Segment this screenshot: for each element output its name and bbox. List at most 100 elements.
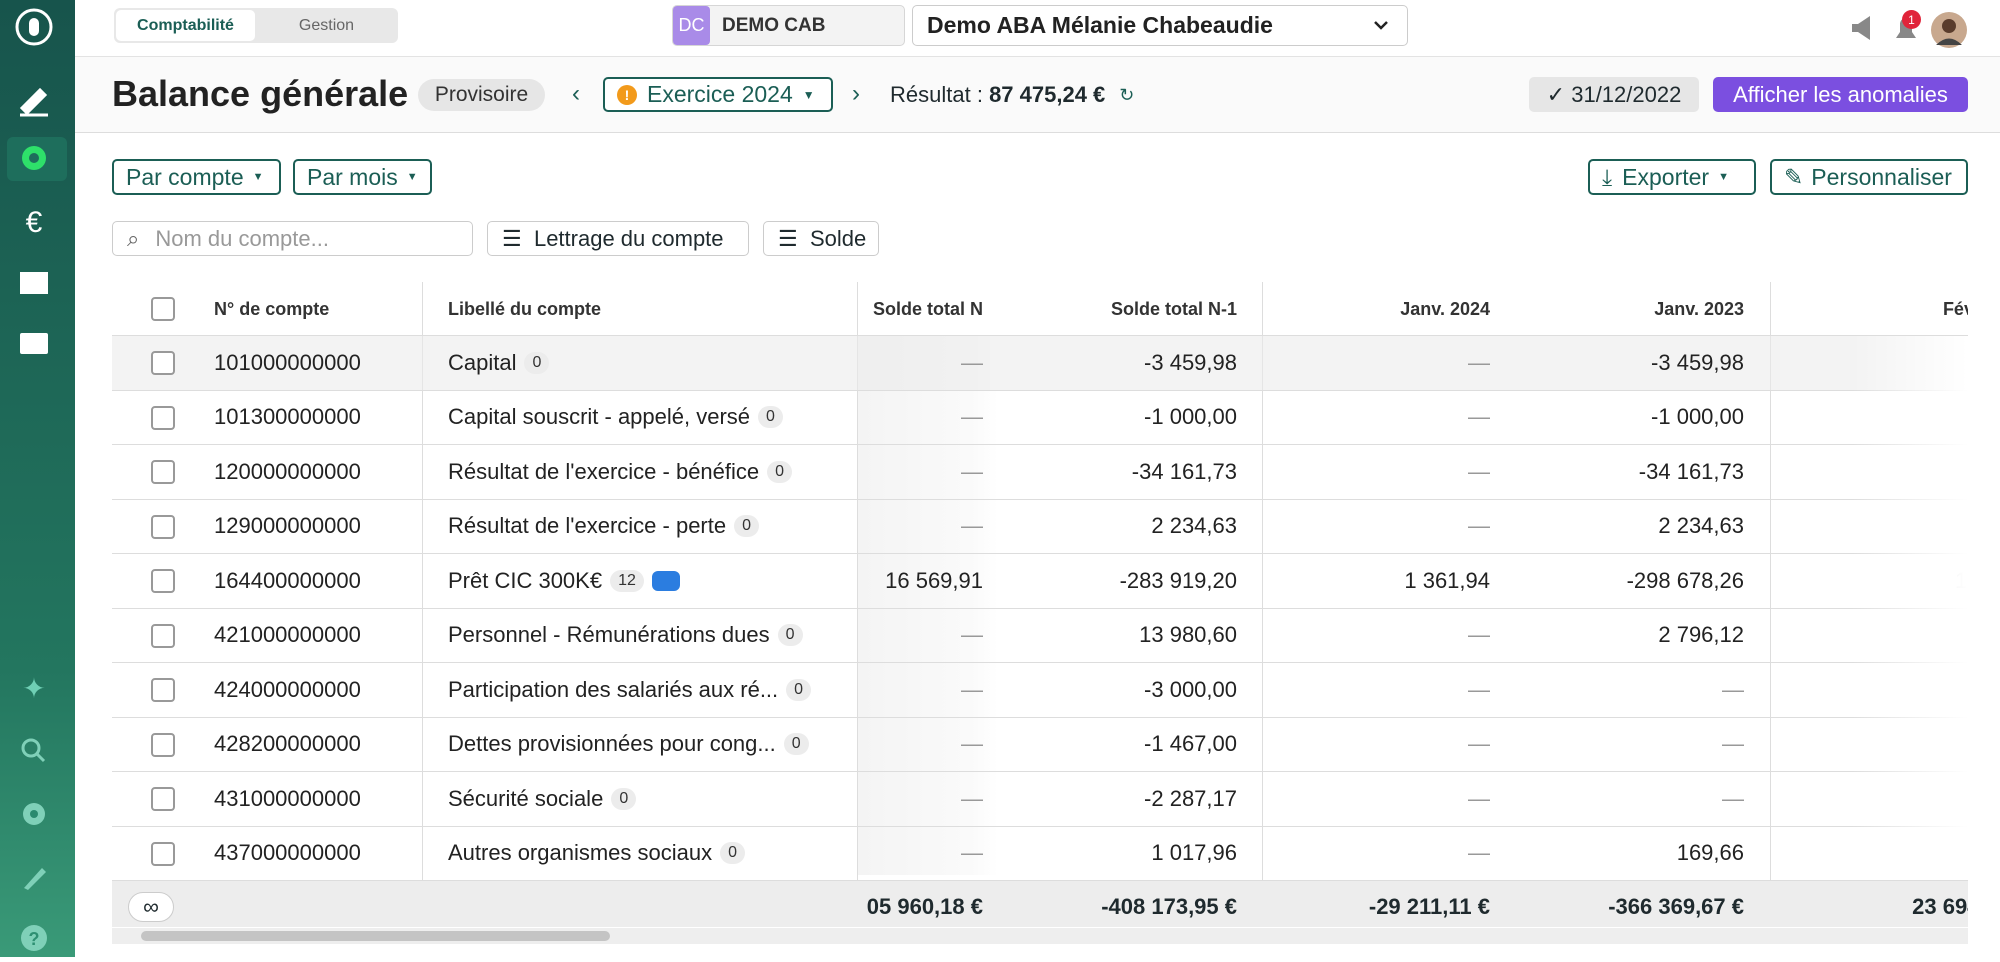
balance-value: -34 161,73 bbox=[1638, 458, 1744, 484]
checkbox[interactable] bbox=[151, 841, 175, 866]
balance-value: -1 000,00 bbox=[1651, 404, 1744, 430]
balance-value: — bbox=[1722, 785, 1744, 811]
customize-button[interactable]: ✎ Personnaliser bbox=[1770, 159, 1968, 195]
table-row: 101000000000 Capital 0 — -3 459,98 — -3 459,98 bbox=[112, 336, 1968, 391]
result-label: Résultat : bbox=[890, 82, 983, 107]
balance-value: — bbox=[961, 349, 983, 375]
checkbox[interactable] bbox=[151, 351, 175, 375]
link-icon[interactable] bbox=[651, 570, 680, 591]
checkbox[interactable] bbox=[151, 297, 175, 321]
balance-value: — bbox=[961, 458, 983, 484]
total-value: -366 369,67 € bbox=[1608, 894, 1744, 919]
footer-sticky bbox=[112, 881, 857, 927]
account-label: Résultat de l'exercice - bénéfice bbox=[448, 458, 760, 484]
next-arrow[interactable]: › bbox=[852, 80, 860, 107]
column-header: Libellé du compte bbox=[448, 298, 602, 319]
checkbox[interactable] bbox=[151, 732, 175, 757]
account-label-cell: Prêt CIC 300K€ 12 bbox=[448, 554, 680, 608]
exercise-select[interactable]: ! Exercice 2024 ▼ bbox=[603, 77, 833, 112]
balance-value: — bbox=[961, 840, 983, 866]
entry-count: 0 bbox=[720, 842, 746, 865]
fade-right bbox=[1852, 336, 1968, 875]
checkbox[interactable] bbox=[151, 405, 175, 430]
balance-value: — bbox=[1468, 731, 1490, 757]
account-label-cell: Capital 0 bbox=[448, 336, 550, 390]
anomalies-button[interactable]: Afficher les anomalies bbox=[1713, 77, 1968, 112]
checkbox[interactable] bbox=[151, 623, 175, 648]
balance-value: -283 919,20 bbox=[1119, 567, 1237, 593]
balance-value: 1 361,94 bbox=[1404, 567, 1490, 593]
balance-value: — bbox=[1722, 731, 1744, 757]
svg-text:?: ? bbox=[29, 929, 40, 949]
balance-value: — bbox=[1468, 458, 1490, 484]
balance-value: 169,66 bbox=[1676, 840, 1744, 866]
entry-count: 0 bbox=[758, 406, 783, 429]
svg-text:✦: ✦ bbox=[22, 673, 45, 704]
balance-value: -1 467,00 bbox=[1144, 731, 1237, 757]
account-label: Prêt CIC 300K€ bbox=[448, 567, 603, 593]
tab[interactable]: Gestion bbox=[298, 16, 355, 34]
checkbox[interactable] bbox=[151, 514, 175, 539]
tab-active[interactable]: Comptabilité bbox=[116, 10, 255, 41]
group-account[interactable]: Par compte ▼ bbox=[112, 159, 281, 195]
status-pill: Provisoire bbox=[418, 79, 545, 111]
sidebar: € ✦ ? bbox=[0, 0, 75, 957]
balance-value: -3 000,00 bbox=[1144, 676, 1237, 702]
column-header: Févr. 20 bbox=[1942, 298, 1968, 319]
account-label-cell: Dettes provisionnées pour cong... 0 bbox=[448, 718, 809, 772]
prev-arrow[interactable]: ‹ bbox=[572, 80, 580, 107]
column-header: N° de compte bbox=[214, 298, 330, 319]
column-divider bbox=[422, 282, 423, 927]
svg-text:€: € bbox=[26, 206, 43, 239]
column-divider bbox=[1770, 282, 1771, 927]
org-box[interactable] bbox=[672, 5, 905, 46]
account-label-cell: Résultat de l'exercice - perte 0 bbox=[448, 500, 760, 554]
balance-value: — bbox=[961, 404, 983, 430]
top-icons bbox=[1852, 12, 1967, 48]
balance-value: 13 980,60 bbox=[1139, 622, 1237, 648]
balance-value: — bbox=[1468, 622, 1490, 648]
balance-value: — bbox=[1468, 404, 1490, 430]
table-row: 129000000000 Résultat de l'exercice - per… bbox=[112, 500, 1968, 554]
search-placeholder: Nom du compte... bbox=[155, 225, 329, 251]
balance-value: -1 000,00 bbox=[1144, 404, 1237, 430]
balance-value: -34 161,73 bbox=[1131, 458, 1237, 484]
checkbox[interactable] bbox=[151, 569, 175, 593]
group-period[interactable]: Par mois ▼ bbox=[293, 159, 432, 195]
scrollbar-thumb[interactable] bbox=[141, 931, 610, 941]
customize-label: Personnaliser bbox=[1811, 163, 1952, 190]
result: Résultat : 87 475,24 € ↻ bbox=[890, 82, 1135, 107]
balance-value: — bbox=[961, 785, 983, 811]
date-chip[interactable]: ✓ 31/12/2022 bbox=[1529, 77, 1699, 112]
filter-balance[interactable]: ☰ Solde bbox=[763, 221, 879, 256]
column-header: Janv. 2024 bbox=[1400, 298, 1490, 319]
account-label: Résultat de l'exercice - perte bbox=[448, 513, 727, 539]
account-label-cell: Sécurité sociale 0 bbox=[448, 772, 637, 826]
checkbox[interactable] bbox=[151, 460, 175, 484]
sticky-shade bbox=[858, 336, 998, 875]
checkbox[interactable] bbox=[151, 787, 175, 811]
sidebar-icons: € ✦ ? bbox=[7, 8, 67, 951]
checkbox[interactable] bbox=[151, 678, 175, 702]
account-number: 120000000000 bbox=[214, 458, 361, 484]
filter-lettering[interactable]: ☰ Lettrage du compte bbox=[487, 221, 749, 256]
date: 31/12/2022 bbox=[1571, 81, 1682, 107]
export-label: Exporter bbox=[1622, 163, 1710, 190]
account-number: 164400000000 bbox=[214, 567, 361, 593]
table-row: 101300000000 Capital souscrit - appelé, v… bbox=[112, 391, 1968, 445]
entry-count: 0 bbox=[777, 624, 803, 647]
export-button[interactable]: ⤓ Exporter ▼ bbox=[1588, 159, 1756, 195]
total-value: 05 960,18 € bbox=[866, 894, 983, 919]
column-divider bbox=[857, 282, 858, 927]
org-name: DEMO CAB bbox=[722, 14, 826, 36]
client-select[interactable]: Demo ABA Mélanie Chabeaudie bbox=[912, 5, 1408, 46]
balance-value: -3 459,98 bbox=[1651, 349, 1744, 375]
account-label: Participation des salariés aux ré... bbox=[448, 676, 779, 702]
balance-value: — bbox=[961, 731, 983, 757]
account-label: Autres organismes sociaux bbox=[448, 840, 713, 866]
account-number: 431000000000 bbox=[214, 785, 361, 811]
result-value: 87 475,24 € bbox=[989, 82, 1106, 107]
org-avatar: DC bbox=[673, 6, 710, 45]
search-input[interactable]: ⌕ Nom du compte... bbox=[112, 221, 473, 256]
